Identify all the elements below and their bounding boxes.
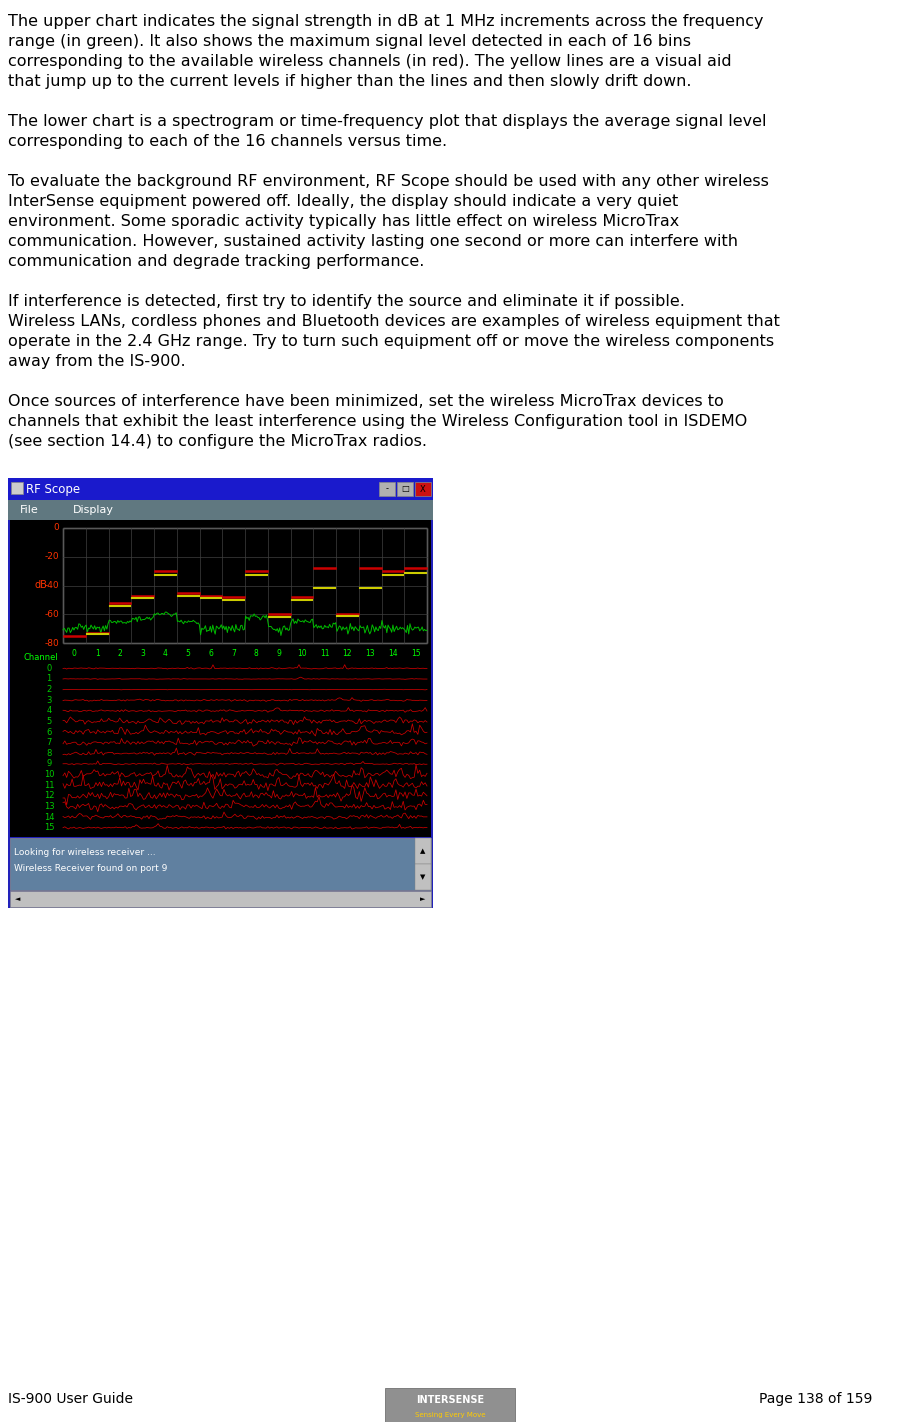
Text: X: X	[420, 485, 426, 493]
Text: ►: ►	[420, 896, 426, 902]
Bar	[8, 478, 433, 501]
Text: -60: -60	[44, 610, 59, 619]
Text: 15: 15	[44, 823, 54, 832]
Text: 12: 12	[44, 791, 54, 801]
Text: Display: Display	[73, 505, 114, 515]
Text: 13: 13	[44, 802, 54, 811]
Text: 8: 8	[46, 749, 51, 758]
Text: Wireless LANs, cordless phones and Bluetooth devices are examples of wireless eq: Wireless LANs, cordless phones and Bluet…	[8, 314, 780, 328]
Text: 1: 1	[94, 648, 100, 658]
Text: away from the IS-900.: away from the IS-900.	[8, 354, 185, 368]
Text: corresponding to the available wireless channels (in red). The yellow lines are : corresponding to the available wireless …	[8, 54, 732, 70]
Text: ▼: ▼	[420, 875, 426, 880]
Text: 12: 12	[343, 648, 352, 658]
Text: communication. However, sustained activity lasting one second or more can interf: communication. However, sustained activi…	[8, 235, 738, 249]
Text: 15: 15	[410, 648, 420, 658]
Text: INTERSENSE: INTERSENSE	[416, 1395, 484, 1405]
Text: The upper chart indicates the signal strength in dB at 1 MHz increments across t: The upper chart indicates the signal str…	[8, 14, 763, 28]
Bar	[397, 482, 413, 496]
Text: environment. Some sporadic activity typically has little effect on wireless Micr: environment. Some sporadic activity typi…	[8, 213, 680, 229]
Text: Once sources of interference have been minimized, set the wireless MicroTrax dev: Once sources of interference have been m…	[8, 394, 724, 410]
Bar	[415, 838, 431, 865]
Text: -: -	[385, 485, 389, 493]
Text: ◄: ◄	[15, 896, 21, 902]
Text: 11: 11	[320, 648, 329, 658]
Bar	[10, 520, 431, 838]
Text: 14: 14	[44, 812, 54, 822]
Text: □: □	[401, 485, 409, 493]
Text: 8: 8	[254, 648, 259, 658]
Text: 3: 3	[46, 695, 51, 705]
Text: IS-900 User Guide: IS-900 User Guide	[8, 1392, 133, 1406]
Text: RF Scope: RF Scope	[26, 482, 80, 495]
Text: 9: 9	[276, 648, 282, 658]
Text: Page 138 of 159: Page 138 of 159	[759, 1392, 872, 1406]
Text: Wireless Receiver found on port 9: Wireless Receiver found on port 9	[14, 865, 167, 873]
Text: 6: 6	[209, 648, 213, 658]
Text: To evaluate the background RF environment, RF Scope should be used with any othe: To evaluate the background RF environmen…	[8, 173, 769, 189]
Text: 1: 1	[47, 674, 51, 684]
Text: 14: 14	[388, 648, 398, 658]
Text: 0: 0	[72, 648, 76, 658]
Text: Looking for wireless receiver ...: Looking for wireless receiver ...	[14, 848, 156, 857]
Text: 7: 7	[231, 648, 236, 658]
Text: range (in green). It also shows the maximum signal level detected in each of 16 : range (in green). It also shows the maxi…	[8, 34, 691, 48]
Bar	[415, 865, 431, 890]
Text: 11: 11	[44, 781, 54, 789]
Text: 3: 3	[140, 648, 145, 658]
Text: 5: 5	[47, 717, 51, 727]
Bar	[63, 528, 427, 643]
Bar	[8, 478, 433, 909]
Text: Sensing Every Move: Sensing Every Move	[415, 1412, 485, 1418]
Text: The lower chart is a spectrogram or time-frequency plot that displays the averag: The lower chart is a spectrogram or time…	[8, 114, 767, 129]
Text: 10: 10	[44, 771, 54, 779]
Text: File: File	[20, 505, 39, 515]
Text: 13: 13	[365, 648, 375, 658]
Text: 10: 10	[297, 648, 307, 658]
Text: -20: -20	[44, 552, 59, 562]
Text: 4: 4	[163, 648, 167, 658]
Text: 2: 2	[118, 648, 122, 658]
Text: -80: -80	[44, 638, 59, 647]
Text: channels that exhibit the least interference using the Wireless Configuration to: channels that exhibit the least interfer…	[8, 414, 747, 429]
Bar	[8, 501, 433, 520]
Text: communication and degrade tracking performance.: communication and degrade tracking perfo…	[8, 255, 425, 269]
Bar	[415, 482, 431, 496]
Text: operate in the 2.4 GHz range. Try to turn such equipment off or move the wireles: operate in the 2.4 GHz range. Try to tur…	[8, 334, 774, 348]
Text: ▲: ▲	[420, 848, 426, 855]
Bar	[385, 1388, 515, 1422]
Text: dB: dB	[34, 580, 47, 590]
Text: 0: 0	[47, 664, 51, 673]
Bar	[10, 892, 431, 907]
Text: 5: 5	[185, 648, 191, 658]
Text: 0: 0	[53, 523, 59, 532]
Text: If interference is detected, first try to identify the source and eliminate it i: If interference is detected, first try t…	[8, 294, 685, 309]
Text: (see section 14.4) to configure the MicroTrax radios.: (see section 14.4) to configure the Micr…	[8, 434, 427, 449]
Text: Channel: Channel	[23, 653, 59, 663]
Text: corresponding to each of the 16 channels versus time.: corresponding to each of the 16 channels…	[8, 134, 447, 149]
Text: 4: 4	[47, 707, 51, 715]
Text: 9: 9	[47, 759, 51, 768]
Text: 6: 6	[46, 728, 51, 737]
Text: 7: 7	[46, 738, 51, 747]
Text: -40: -40	[44, 582, 59, 590]
Bar	[11, 482, 23, 493]
Bar	[379, 482, 395, 496]
Text: 2: 2	[47, 685, 51, 694]
Text: that jump up to the current levels if higher than the lines and then slowly drif: that jump up to the current levels if hi…	[8, 74, 691, 90]
Bar	[10, 838, 431, 890]
Text: InterSense equipment powered off. Ideally, the display should indicate a very qu: InterSense equipment powered off. Ideall…	[8, 193, 679, 209]
